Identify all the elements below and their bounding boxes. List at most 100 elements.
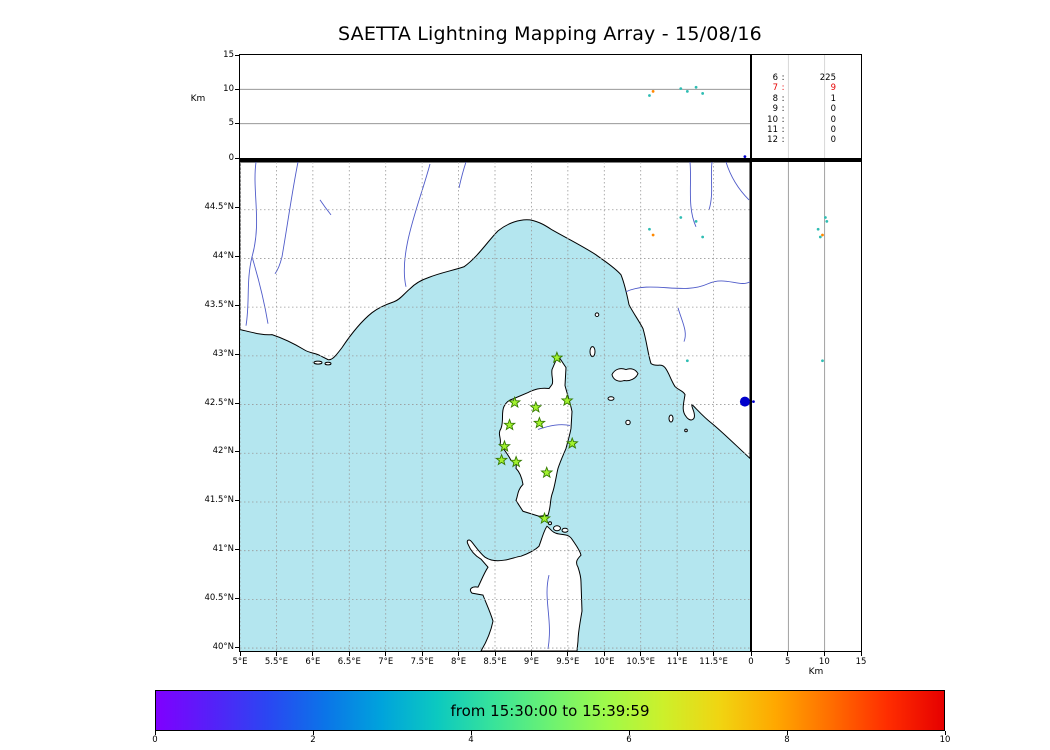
station-count-stations: 12 <box>767 135 778 146</box>
lon-tick-mark <box>421 651 423 656</box>
station-count-stations: 11 <box>767 125 778 136</box>
giglio-island <box>668 414 674 423</box>
lightning-source <box>825 220 829 223</box>
lightning-source <box>752 400 755 404</box>
altitude-tick-label-top: 0 <box>228 152 234 163</box>
lat-tick-label: 40°N <box>212 641 234 652</box>
station-count-colon: : <box>781 104 785 115</box>
apennine-river-3 <box>725 162 750 201</box>
altitude-latitude-panel <box>750 160 862 652</box>
giannutri-island <box>684 428 688 433</box>
rivers <box>245 162 750 650</box>
lon-tick-label: 6.5°E <box>337 657 361 667</box>
altitude-axis-label-top: Km <box>190 94 206 104</box>
station-star <box>560 393 574 407</box>
colorbar-tick-mark <box>312 731 314 735</box>
altitude-tick-mark-top <box>235 88 240 90</box>
altitude-latitude-plot <box>752 162 829 651</box>
station-star <box>532 416 546 429</box>
colorbar-tick-label: 2 <box>310 735 316 745</box>
lat-tick-label: 42.5°N <box>204 397 234 408</box>
lat-tick-label: 44.5°N <box>204 202 234 213</box>
lon-tick-mark <box>676 651 678 656</box>
page-title: SAETTA Lightning Mapping Array - 15/08/1… <box>338 23 762 45</box>
colorbar-tick-mark <box>944 731 946 735</box>
station-star <box>529 400 543 413</box>
lon-tick-mark <box>567 651 569 656</box>
lightning-source <box>701 92 705 95</box>
lon-tick-label: 11°E <box>666 657 688 667</box>
altitude-tick-mark-right <box>750 651 752 656</box>
lightning-source <box>694 85 698 89</box>
station-star <box>503 418 517 431</box>
lon-tick-label: 5°E <box>232 657 248 667</box>
lon-tick-label: 5.5°E <box>264 657 288 667</box>
lightning-source <box>701 235 705 239</box>
altitude-tick-label-right: 5 <box>784 657 791 667</box>
altitude-tick-label-right: 0 <box>748 657 754 667</box>
colorbar-tick-label: 6 <box>626 735 632 745</box>
lightning-source <box>651 89 655 93</box>
lon-tick-label: 6°E <box>305 657 321 667</box>
lon-tick-mark <box>239 651 241 656</box>
lat-tick-mark <box>235 402 240 404</box>
station-star <box>497 439 511 452</box>
coastline-mainland-europe <box>240 162 750 460</box>
lightning-source <box>824 216 827 219</box>
station-count-row: 7: 9 <box>762 83 836 93</box>
altitude-tick-mark-right <box>823 651 825 656</box>
altitude-tick-label-right: 10 <box>818 657 830 667</box>
colorbar-tick-label: 10 <box>939 735 951 745</box>
lightning-sources-right <box>752 216 829 404</box>
colorbar-tick-label: 4 <box>468 735 474 745</box>
lat-tick-label: 41°N <box>212 543 234 554</box>
lon-tick-mark <box>458 651 460 656</box>
small-stream <box>319 199 332 216</box>
roya-river <box>458 162 467 189</box>
time-colorbar: from 15:30:00 to 15:39:59 <box>155 690 945 731</box>
lon-tick-label: 9.5°E <box>556 657 580 667</box>
station-count-colon: : <box>781 135 785 146</box>
lat-tick-label: 40.5°N <box>204 592 234 603</box>
altitude-longitude-panel <box>239 54 751 160</box>
station-count-stations: 6 <box>772 73 778 83</box>
altitude-axis-label-right: Km <box>808 667 824 677</box>
lightning-source <box>679 87 683 91</box>
lon-tick-label: 9°E <box>523 657 539 667</box>
var-river <box>403 163 431 287</box>
altitude-tick-mark-top <box>235 123 240 125</box>
colorbar-tick-mark <box>786 731 788 735</box>
map-plot <box>240 162 750 651</box>
sardinia <box>466 525 583 651</box>
montecristo-island <box>625 419 631 426</box>
station-star <box>495 453 509 466</box>
lightning-source <box>743 155 747 158</box>
station-star <box>550 351 564 364</box>
altitude-tick-label-top: 5 <box>228 118 234 129</box>
lightning-source <box>739 396 750 407</box>
station-count-value: 0 <box>830 135 836 146</box>
station-count-row: 10: 0 <box>762 115 836 125</box>
lat-tick-mark <box>235 353 240 355</box>
lat-tick-mark <box>235 207 240 209</box>
altitude-tick-label-top: 10 <box>223 83 234 94</box>
altitude-longitude-plot <box>240 85 750 158</box>
lat-tick-mark <box>235 500 240 502</box>
station-count-row: 9: 0 <box>762 104 836 114</box>
lightning-source <box>651 233 655 237</box>
station-count-value: 0 <box>830 104 836 115</box>
station-count-plot <box>787 55 826 158</box>
station-count-value: 9 <box>830 83 836 94</box>
lon-tick-mark <box>385 651 387 656</box>
apennine-river-1 <box>689 162 697 228</box>
station-count-row: 6: 225 <box>762 73 836 83</box>
station-star <box>508 395 522 409</box>
gorgona-island <box>594 312 600 317</box>
arno-river <box>625 280 750 293</box>
lon-tick-mark <box>640 651 642 656</box>
altitude-tick-label-top: 15 <box>223 49 234 60</box>
colorbar-tick-label: 8 <box>784 735 790 745</box>
lat-tick-mark <box>235 646 240 648</box>
lightning-sources-map <box>648 216 750 407</box>
